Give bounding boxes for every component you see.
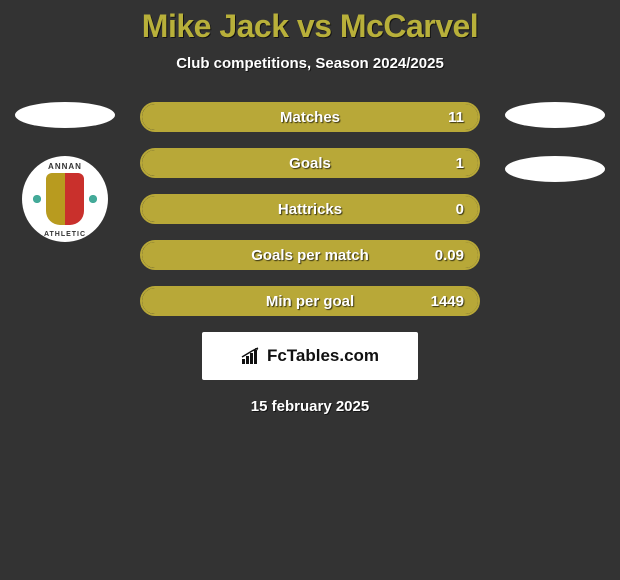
left-team-ellipse — [15, 102, 115, 128]
stats-panel: Matches 11 Goals 1 Hattricks 0 Goals per… — [140, 102, 480, 316]
stat-value: 11 — [448, 109, 464, 126]
stat-row-hattricks: Hattricks 0 — [140, 194, 480, 224]
stat-row-goals: Goals 1 — [140, 148, 480, 178]
thistle-icon — [30, 192, 44, 206]
stat-value: 1449 — [431, 293, 464, 310]
stat-value: 0.09 — [435, 247, 464, 264]
shield-right — [65, 173, 84, 225]
brand-text: FcTables.com — [267, 346, 379, 366]
left-team-badge: ANNAN ATHLETIC — [22, 156, 108, 242]
shield-left — [46, 173, 65, 225]
stat-label: Goals — [289, 155, 331, 172]
stat-value: 1 — [456, 155, 464, 172]
page-subtitle: Club competitions, Season 2024/2025 — [0, 55, 620, 72]
chart-icon — [241, 347, 263, 365]
stat-label: Matches — [280, 109, 340, 126]
badge-text-top: ANNAN — [22, 162, 108, 171]
left-team-column: ANNAN ATHLETIC — [10, 102, 120, 242]
comparison-widget: Mike Jack vs McCarvel Club competitions,… — [0, 0, 620, 415]
badge-text-bottom: ATHLETIC — [22, 231, 108, 238]
stat-label: Hattricks — [278, 201, 342, 218]
right-team-ellipse-2 — [505, 156, 605, 182]
brand-link[interactable]: FcTables.com — [202, 332, 418, 380]
stat-value: 0 — [456, 201, 464, 218]
stat-row-matches: Matches 11 — [140, 102, 480, 132]
right-team-ellipse-1 — [505, 102, 605, 128]
badge-shield — [46, 173, 84, 225]
stat-row-min-per-goal: Min per goal 1449 — [140, 286, 480, 316]
stat-label: Min per goal — [266, 293, 354, 310]
right-team-column — [500, 102, 610, 210]
stat-row-goals-per-match: Goals per match 0.09 — [140, 240, 480, 270]
thistle-icon — [86, 192, 100, 206]
page-title: Mike Jack vs McCarvel — [0, 8, 620, 45]
main-area: ANNAN ATHLETIC Matches 11 Go — [0, 102, 620, 415]
stat-label: Goals per match — [251, 247, 369, 264]
footer-date: 15 february 2025 — [0, 398, 620, 415]
